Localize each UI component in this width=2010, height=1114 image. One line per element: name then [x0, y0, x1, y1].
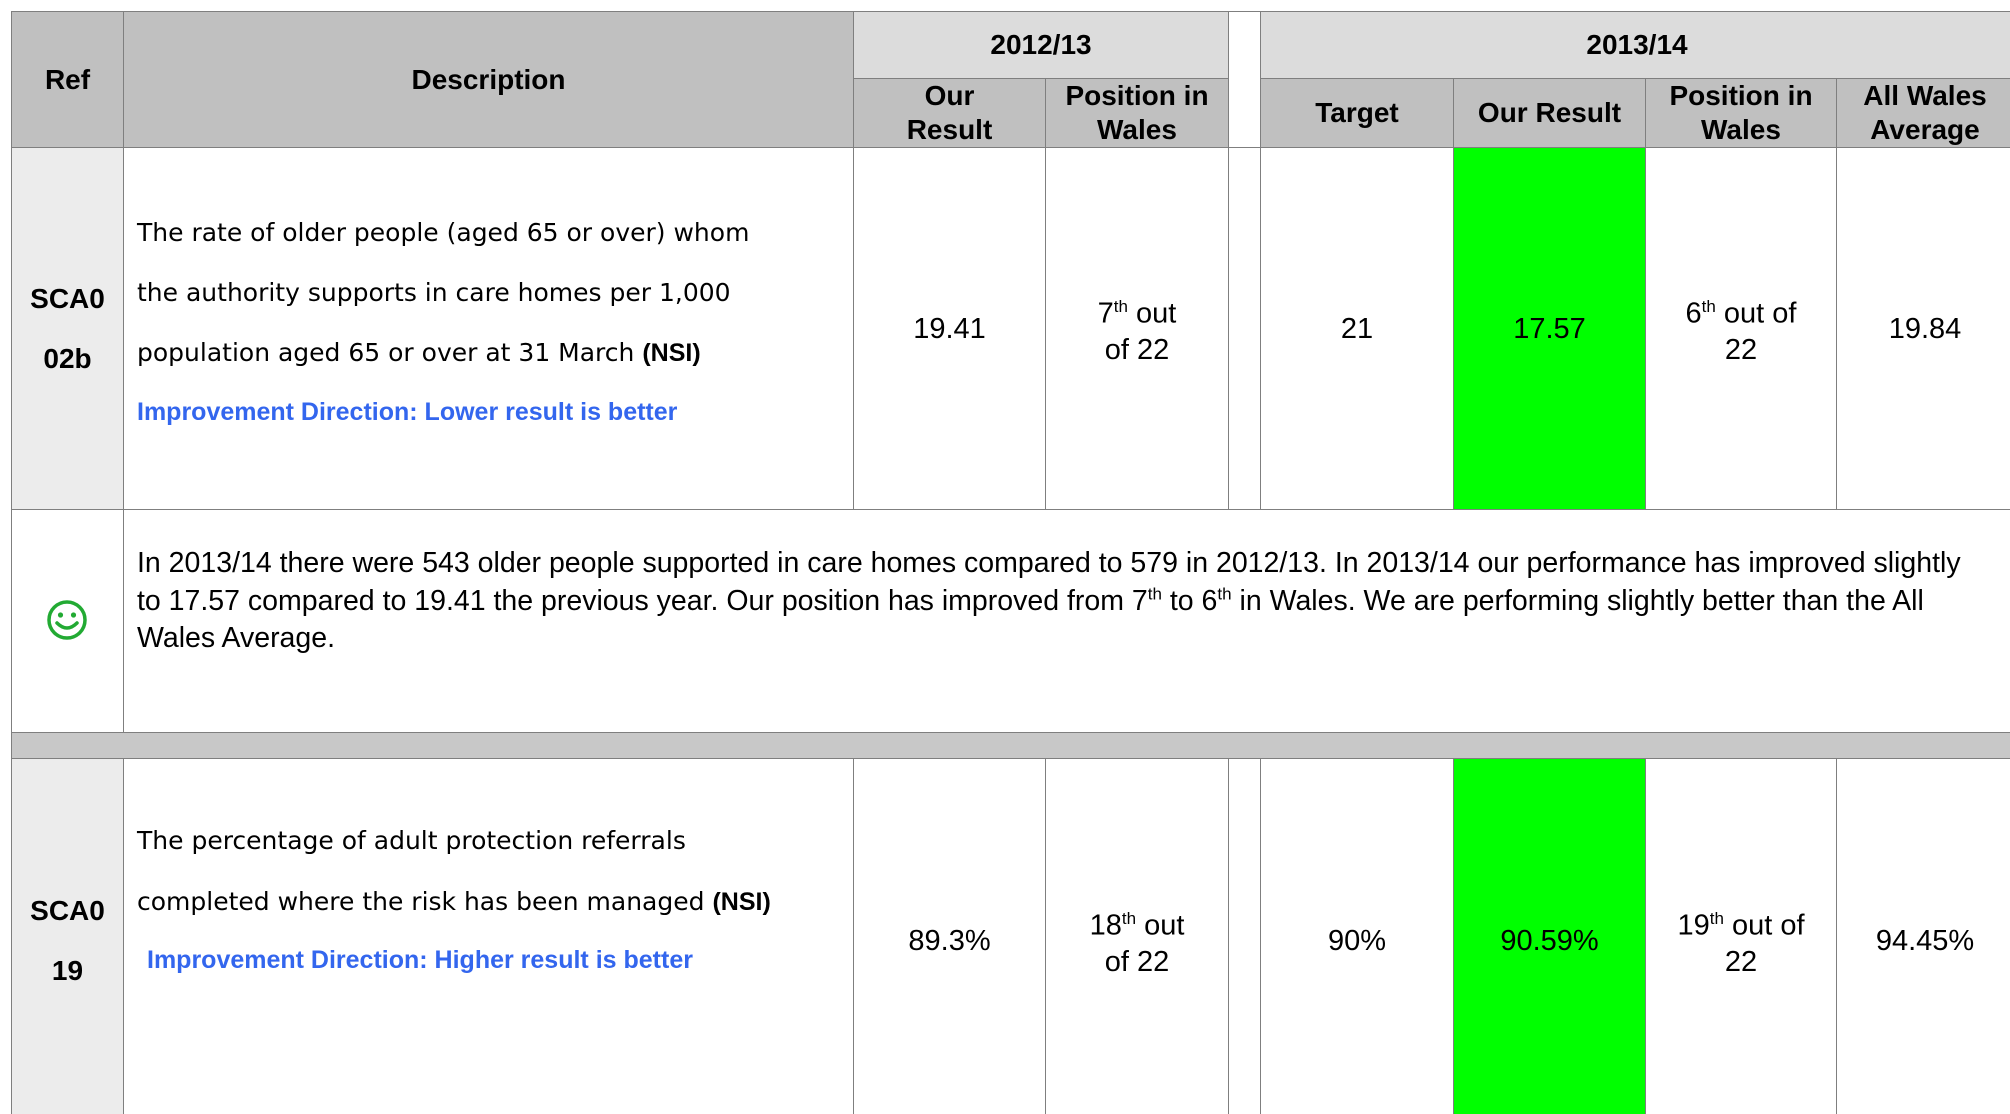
- value: 19.84: [1888, 312, 1962, 345]
- nsi: (NSI): [642, 339, 701, 367]
- value: 90%: [1327, 924, 1387, 957]
- commentary-sup: th: [1217, 584, 1232, 603]
- header-cell: Target: [1260, 78, 1454, 148]
- position: 18th out of 22: [1082, 901, 1192, 980]
- commentary-sup: th: [1147, 584, 1162, 603]
- value-cell: 19.84: [1836, 147, 2010, 510]
- value-cell: 90%: [1260, 758, 1454, 1114]
- rank-suffix: th: [1709, 909, 1724, 929]
- value-cell: 94.45%: [1836, 758, 2010, 1114]
- header-text: 2012/13: [990, 29, 1092, 60]
- header-cell: 2013/14: [1260, 11, 2010, 79]
- commentary-text: to 6: [1161, 584, 1218, 617]
- smiley-icon: [47, 600, 87, 640]
- ref: SCA019: [30, 894, 105, 986]
- description-cell: [123, 758, 854, 1114]
- commentary-text: in Wales. We are performing slightly bet…: [137, 584, 1924, 655]
- value-cell: 19.41: [853, 147, 1046, 510]
- icon-cell: [11, 509, 124, 733]
- gap-cell: [1228, 147, 1261, 510]
- commentary-cell: [123, 509, 2010, 733]
- header-text: Position in Wales: [1065, 80, 1209, 145]
- gap-cell: [1228, 11, 1261, 148]
- improvement-direction: Improvement Direction: Lower result is b…: [137, 398, 678, 426]
- rank-suffix: th: [1121, 909, 1137, 929]
- value: 19.41: [913, 312, 986, 345]
- rank-rest: out of 22: [1104, 909, 1185, 978]
- rank-suffix: th: [1701, 297, 1716, 317]
- position: 7th out of 22: [1082, 289, 1192, 368]
- ref-cell: SCA002b: [11, 147, 124, 510]
- header-cell: Position in Wales: [1045, 78, 1229, 148]
- header-text: Description: [411, 63, 566, 95]
- rank: 6: [1685, 297, 1702, 330]
- value-cell: 21: [1260, 147, 1454, 510]
- rank-suffix: th: [1113, 297, 1128, 317]
- description-line: The percentage of adult protection refer…: [137, 826, 686, 855]
- commentary: In 2013/14 there were 543 older people s…: [137, 545, 1967, 658]
- rank-rest: out of 22: [1104, 297, 1177, 366]
- commentary-text: In 2013/14 there were 543 older people s…: [137, 547, 1961, 617]
- header-text: Position in Wales: [1669, 80, 1813, 145]
- description-line: The rate of older people (aged 65 or ove…: [137, 218, 750, 247]
- value: 17.57: [1513, 312, 1586, 345]
- value-cell: 7th out of 22: [1045, 147, 1229, 510]
- rank: 18: [1089, 909, 1122, 942]
- value-cell: 18th out of 22: [1045, 758, 1229, 1114]
- header-text: Our Result: [906, 80, 993, 145]
- header-text: All Wales Average: [1863, 80, 1987, 145]
- value: 89.3%: [908, 924, 991, 957]
- value: 90.59%: [1500, 924, 1599, 957]
- header-text: Target: [1315, 97, 1399, 128]
- description-line: population aged 65 or over at 31 March (…: [137, 338, 701, 367]
- nsi: (NSI): [712, 888, 771, 916]
- value-cell: 19th out of 22: [1645, 758, 1837, 1114]
- rank: 19: [1677, 909, 1710, 942]
- gap-cell: [1228, 758, 1261, 1114]
- value: 21: [1340, 312, 1374, 345]
- position: 6th out of 22: [1666, 289, 1816, 368]
- ref-cell: SCA019: [11, 758, 124, 1114]
- header-cell: 2012/13: [853, 11, 1229, 79]
- header-cell: Position in Wales: [1645, 78, 1837, 148]
- header-cell: Our Result: [853, 78, 1046, 148]
- description-line: completed where the risk has been manage…: [137, 887, 771, 916]
- description-line: the authority supports in care homes per…: [137, 278, 731, 307]
- description-cell: [123, 147, 854, 510]
- header-text: Our Result: [1477, 97, 1622, 128]
- rank: 7: [1097, 297, 1114, 330]
- value-cell: 17.57: [1453, 147, 1646, 510]
- improvement-direction: Improvement Direction: Higher result is …: [147, 946, 693, 974]
- value-cell: 6th out of 22: [1645, 147, 1837, 510]
- position: 19th out of 22: [1666, 901, 1816, 980]
- header-text: Ref: [44, 63, 91, 95]
- header-text: 2013/14: [1586, 29, 1688, 60]
- header-cell: All Wales Average: [1836, 78, 2010, 148]
- header-cell: Ref: [11, 11, 124, 148]
- value: 94.45%: [1875, 924, 1975, 957]
- separator-row: [11, 732, 2010, 759]
- value-cell: 89.3%: [853, 758, 1046, 1114]
- header-cell: Our Result: [1453, 78, 1646, 148]
- rank-rest: out of 22: [1723, 297, 1797, 366]
- value-cell: 90.59%: [1453, 758, 1646, 1114]
- rank-rest: out of 22: [1724, 909, 1805, 978]
- header-cell: Description: [123, 11, 854, 148]
- ref: SCA002b: [30, 282, 105, 374]
